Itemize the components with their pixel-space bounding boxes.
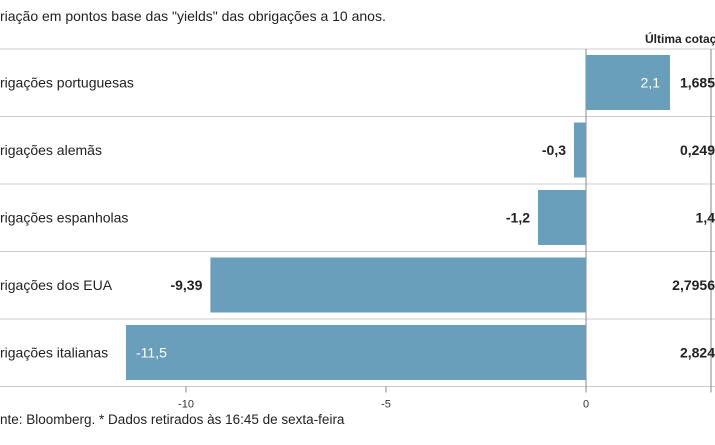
last-quote-header: Última cotaç xyxy=(645,32,715,46)
source-note: nte: Bloomberg. * Dados retirados às 16:… xyxy=(0,412,345,427)
last-quote-value: 1,4 xyxy=(696,210,715,226)
category-label: rigações alemãs xyxy=(0,142,102,158)
bar xyxy=(574,122,586,178)
last-quote-value: 1,685 xyxy=(680,75,715,91)
last-quote-value: 2,7956 xyxy=(672,277,715,293)
category-label: rigações italianas xyxy=(0,345,108,361)
x-tick-label: -10 xyxy=(178,399,194,411)
category-label: rigações portuguesas xyxy=(0,75,134,91)
last-quote-value: 0,249 xyxy=(680,142,715,158)
last-quote-value: 2,824 xyxy=(680,345,715,361)
bar xyxy=(538,190,586,245)
bar xyxy=(126,325,586,380)
value-label: -0,3 xyxy=(542,142,566,158)
value-label: -11,5 xyxy=(136,345,167,361)
category-label: rigações dos EUA xyxy=(0,277,113,293)
x-tick-label: 0 xyxy=(583,399,589,411)
x-tick-label: -5 xyxy=(381,399,391,411)
bar xyxy=(586,55,670,110)
bar xyxy=(210,257,586,313)
category-label: rigações espanholas xyxy=(0,210,128,226)
chart-subtitle: riação em pontos base das "yields" das o… xyxy=(0,8,386,24)
value-label: -1,2 xyxy=(506,210,530,226)
value-label: 2,1 xyxy=(641,75,661,91)
value-label: -9,39 xyxy=(170,277,202,293)
